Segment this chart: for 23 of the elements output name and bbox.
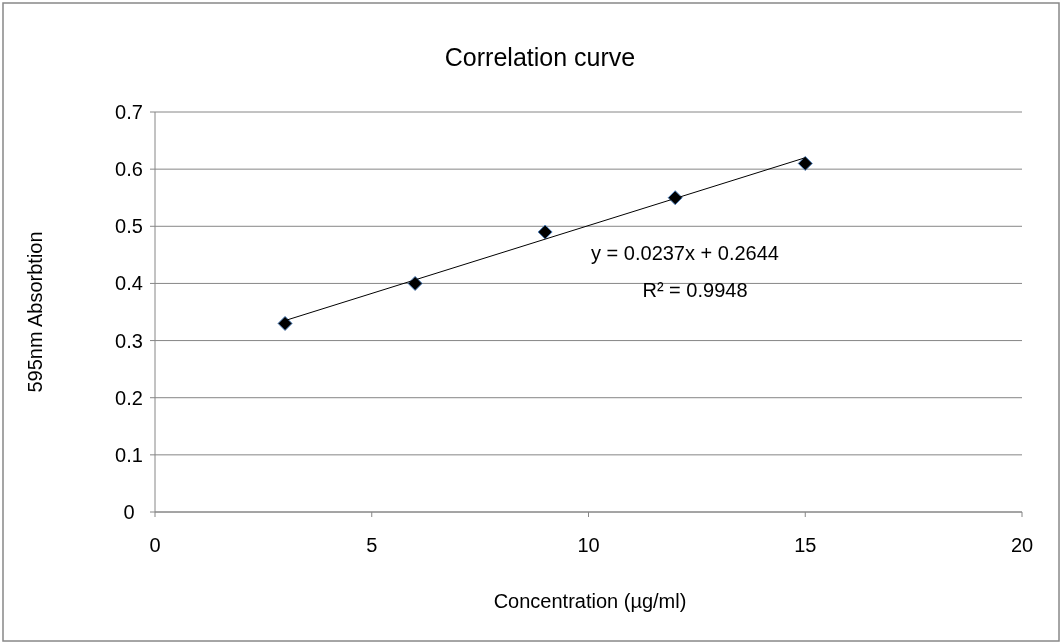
x-tick-label: 5 bbox=[366, 534, 378, 556]
x-axis-title: Concentration (µg/ml) bbox=[493, 590, 687, 612]
point bbox=[667, 190, 683, 206]
y-tick-label: 0.2 bbox=[115, 386, 143, 409]
y-tick-label: 0.4 bbox=[115, 272, 143, 295]
point bbox=[797, 155, 813, 171]
annotation: y = 0.0237x + 0.2644 bbox=[591, 242, 779, 264]
point bbox=[407, 275, 423, 291]
chart-title: Correlation curve bbox=[444, 43, 636, 71]
y-tick-label: 0.7 bbox=[115, 101, 143, 123]
point bbox=[537, 224, 553, 240]
y-tick-label: 0 bbox=[123, 501, 135, 523]
annotation: R² = 0.9948 bbox=[642, 279, 748, 301]
y-tick-label: 0.6 bbox=[115, 158, 143, 181]
y-tick-label: 0.3 bbox=[115, 329, 143, 352]
x-tick-label: 0 bbox=[149, 534, 161, 556]
y-tick-label: 0.1 bbox=[115, 443, 143, 466]
x-tick-label: 10 bbox=[577, 534, 600, 556]
x-tick-label: 15 bbox=[794, 534, 817, 556]
point bbox=[277, 315, 293, 331]
y-tick-label: 0.5 bbox=[115, 215, 143, 238]
x-tick-label: 20 bbox=[1010, 534, 1034, 556]
y-axis-title: 595nm Absorbtion bbox=[24, 231, 46, 393]
